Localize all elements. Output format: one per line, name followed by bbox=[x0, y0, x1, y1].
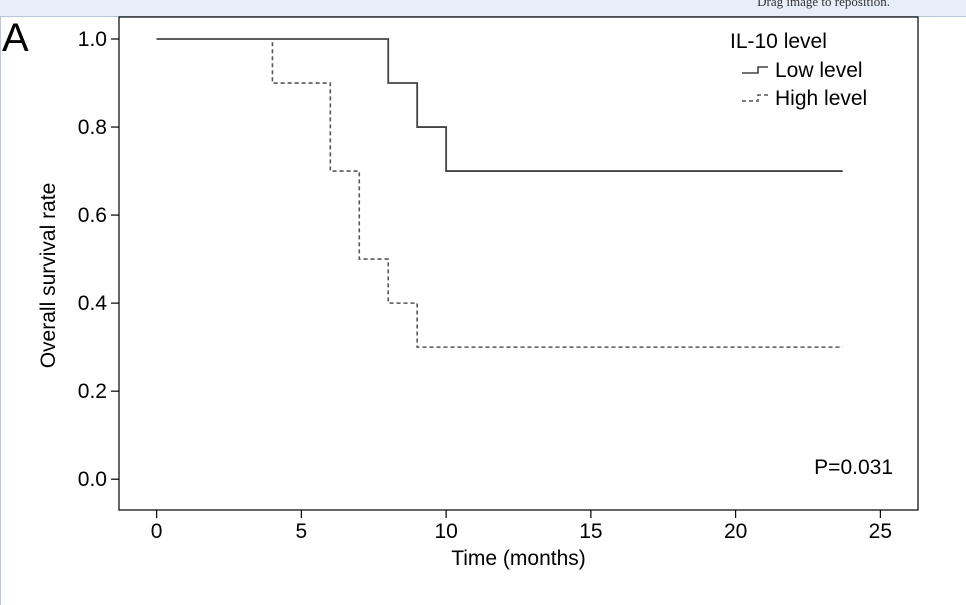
y-tick-label: 0.4 bbox=[78, 292, 108, 315]
y-tick-label: 0.6 bbox=[78, 204, 107, 227]
low-level-survival-line bbox=[156, 38, 843, 172]
x-tick-label: 10 bbox=[434, 520, 457, 543]
x-tick-label: 5 bbox=[296, 520, 308, 543]
x-axis-label: Time (months) bbox=[451, 547, 586, 570]
legend-items: Low level High level bbox=[742, 59, 867, 110]
series-layer bbox=[156, 38, 843, 348]
x-tick-label: 0 bbox=[151, 520, 163, 543]
plot-frame bbox=[118, 16, 919, 511]
x-tick-label: 20 bbox=[724, 520, 747, 543]
legend: IL-10 level Low level High level bbox=[730, 30, 867, 110]
y-axis-ticks: 0.0 0.2 0.4 0.6 0.8 1.0 bbox=[78, 28, 119, 491]
legend-item-label: High level bbox=[775, 87, 867, 110]
x-tick-label: 25 bbox=[869, 520, 892, 543]
drag-hint: Drag image to reposition. bbox=[757, 0, 890, 9]
y-tick-label: 0.8 bbox=[78, 116, 107, 139]
x-axis-ticks: 0 5 10 15 20 25 bbox=[151, 510, 892, 543]
legend-item-label: Low level bbox=[775, 59, 863, 82]
legend-swatch bbox=[742, 66, 768, 74]
x-tick-label: 15 bbox=[579, 520, 602, 543]
legend-swatch bbox=[742, 94, 768, 102]
y-axis-label: Overall survival rate bbox=[37, 183, 60, 369]
viewer-border bbox=[0, 16, 1, 605]
y-tick-label: 0.2 bbox=[78, 380, 107, 403]
p-value-annotation: P=0.031 bbox=[814, 456, 893, 479]
high-level-survival-line bbox=[156, 38, 843, 348]
legend-title: IL-10 level bbox=[730, 30, 827, 53]
y-tick-label: 1.0 bbox=[78, 28, 107, 51]
panel-label: A bbox=[2, 16, 29, 60]
y-tick-label: 0.0 bbox=[78, 468, 107, 491]
